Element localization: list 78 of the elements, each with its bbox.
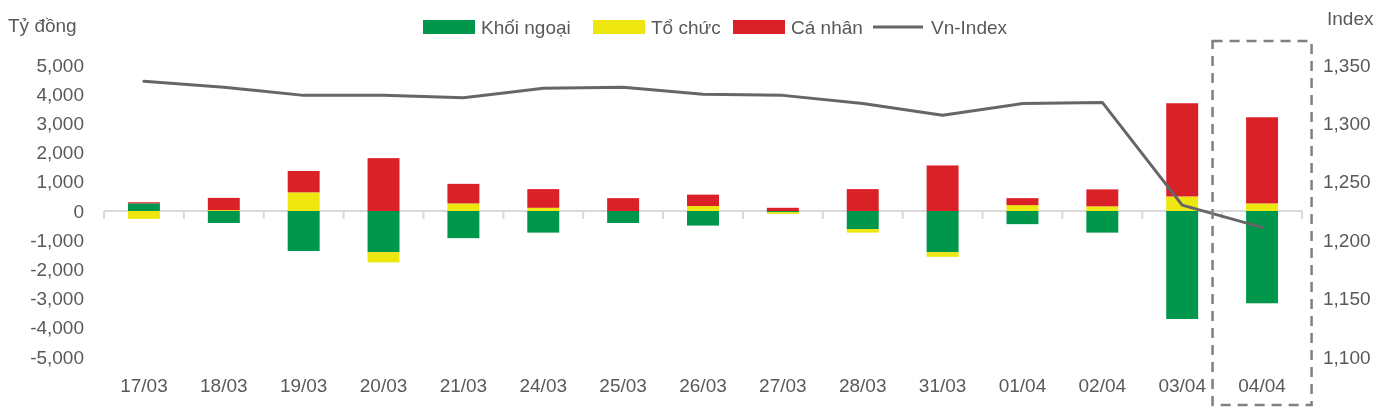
bar bbox=[127, 203, 160, 211]
y-tick-label: 1,000 bbox=[36, 171, 84, 193]
bar bbox=[846, 189, 879, 211]
bar bbox=[687, 211, 719, 226]
y2-tick-label: 1,300 bbox=[1323, 113, 1371, 135]
x-tick-label: 27/03 bbox=[759, 374, 807, 396]
bar bbox=[527, 211, 560, 233]
y2-tick-label: 1,250 bbox=[1323, 171, 1371, 193]
y2-tick-label: 1,350 bbox=[1323, 54, 1371, 76]
bar bbox=[1246, 211, 1279, 304]
bar bbox=[1086, 211, 1119, 233]
bar bbox=[207, 197, 240, 211]
x-tick-label: 04/04 bbox=[1238, 374, 1287, 396]
bar bbox=[527, 207, 560, 211]
y2-tick-label: 1,100 bbox=[1323, 346, 1371, 368]
bar bbox=[1086, 189, 1119, 207]
y-tick-label: -1,000 bbox=[30, 229, 84, 251]
y-tick-label: 3,000 bbox=[36, 113, 84, 135]
y-tick-label: 2,000 bbox=[36, 142, 84, 164]
x-tick-label: 03/04 bbox=[1158, 374, 1207, 396]
y-tick-label: -3,000 bbox=[30, 288, 84, 310]
bar bbox=[1166, 211, 1199, 320]
bar bbox=[607, 198, 640, 211]
y-tick-label: -4,000 bbox=[30, 317, 84, 339]
bar bbox=[367, 158, 400, 211]
bar bbox=[846, 211, 879, 230]
y2-tick-label: 1,200 bbox=[1323, 229, 1371, 251]
bar bbox=[687, 206, 719, 211]
x-tick-label: 24/03 bbox=[519, 374, 568, 396]
bar bbox=[846, 229, 879, 233]
x-tick-label: 31/03 bbox=[918, 374, 967, 396]
legend-label: Tổ chức bbox=[651, 16, 721, 38]
y2-tick-label: 1,150 bbox=[1323, 288, 1371, 310]
bar bbox=[926, 165, 959, 211]
y-axis-title: Tỷ đồng bbox=[8, 14, 77, 36]
x-tick-label: 26/03 bbox=[679, 374, 727, 396]
bar bbox=[207, 211, 240, 223]
bar bbox=[926, 252, 959, 257]
legend-label: Khối ngoại bbox=[481, 16, 571, 38]
bar bbox=[1006, 211, 1039, 225]
legend-label: Vn-Index bbox=[931, 16, 1008, 38]
bar bbox=[367, 252, 400, 263]
x-tick-label: 17/03 bbox=[120, 374, 168, 396]
x-tick-label: 20/03 bbox=[359, 374, 408, 396]
bar bbox=[607, 211, 640, 223]
bar bbox=[1166, 103, 1199, 197]
y-tick-label: -2,000 bbox=[30, 259, 84, 281]
bar bbox=[527, 189, 560, 208]
bar bbox=[367, 211, 400, 253]
x-tick-label: 19/03 bbox=[279, 374, 328, 396]
y-tick-label: 0 bbox=[73, 200, 84, 222]
bar bbox=[1006, 205, 1039, 211]
line-series bbox=[142, 79, 1264, 229]
bar bbox=[766, 207, 799, 211]
bar bbox=[1246, 117, 1279, 204]
x-tick-label: 02/04 bbox=[1078, 374, 1127, 396]
bar bbox=[287, 192, 320, 211]
y-tick-label: -5,000 bbox=[30, 346, 84, 368]
bar bbox=[287, 211, 320, 251]
x-tick-label: 01/04 bbox=[998, 374, 1047, 396]
bar bbox=[447, 211, 480, 239]
x-tick-label: 18/03 bbox=[200, 374, 248, 396]
y-tick-label: 4,000 bbox=[36, 83, 84, 105]
x-tick-label: 25/03 bbox=[599, 374, 647, 396]
bar bbox=[687, 194, 719, 207]
bar bbox=[447, 203, 480, 211]
y-tick-label: 5,000 bbox=[36, 54, 84, 76]
x-tick-label: 21/03 bbox=[439, 374, 488, 396]
x-tick-label: 28/03 bbox=[838, 374, 887, 396]
bar bbox=[127, 211, 160, 219]
bar bbox=[447, 183, 480, 204]
bar bbox=[287, 171, 320, 193]
bar bbox=[1246, 203, 1279, 211]
bar bbox=[1006, 198, 1039, 206]
bar bbox=[926, 211, 959, 253]
bar bbox=[1086, 206, 1119, 211]
y2-axis-title: Index bbox=[1327, 7, 1374, 29]
legend-label: Cá nhân bbox=[791, 16, 863, 38]
